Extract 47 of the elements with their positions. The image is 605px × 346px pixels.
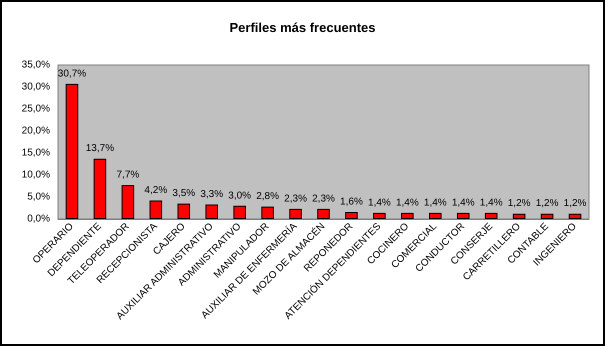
y-tick-label: 0,0%	[27, 214, 50, 224]
y-tick-label: 30,0%	[22, 82, 50, 92]
data-label: 4,2%	[144, 185, 168, 196]
data-label: 30,7%	[58, 68, 86, 80]
data-label: 1,6%	[340, 196, 363, 208]
y-tick-label: 5,0%	[27, 192, 50, 202]
data-label: 1,4%	[480, 197, 503, 208]
data-label: 2,8%	[256, 191, 280, 202]
bar	[429, 212, 442, 219]
y-tick-label: 10,0%	[22, 170, 50, 180]
bar	[233, 206, 246, 219]
data-label: 1,2%	[564, 198, 587, 210]
bar	[568, 214, 582, 219]
bar	[177, 204, 190, 219]
data-label: 3,5%	[172, 188, 196, 200]
data-label: 1,4%	[452, 197, 475, 208]
bar	[456, 212, 470, 219]
bar	[401, 212, 414, 219]
y-tick-label: 20,0%	[22, 126, 50, 136]
data-label: 13,7%	[86, 143, 114, 154]
data-label: 7,7%	[116, 170, 140, 181]
bar	[373, 212, 386, 219]
bar	[289, 208, 302, 219]
bar	[261, 206, 274, 219]
bar	[150, 200, 162, 219]
bar	[66, 84, 78, 219]
bar	[484, 212, 498, 219]
y-tick-label: 15,0%	[22, 148, 50, 158]
data-label: 3,3%	[200, 188, 224, 200]
chart-title: Perfiles más frecuentes	[230, 20, 376, 35]
data-label: 2,3%	[312, 193, 336, 204]
data-label: 1,4%	[368, 197, 391, 208]
data-label: 1,4%	[424, 197, 447, 208]
bar	[512, 214, 526, 219]
bar	[345, 212, 358, 219]
bar	[205, 204, 218, 219]
data-label: 1,2%	[508, 198, 531, 210]
data-label: 1,4%	[396, 197, 419, 208]
bar	[94, 158, 106, 219]
bar	[540, 214, 554, 219]
data-label: 1,2%	[536, 198, 559, 210]
y-tick-label: 25,0%	[22, 104, 50, 114]
data-label: 2,3%	[284, 193, 308, 204]
bar	[122, 185, 134, 219]
y-tick-label: 35,0%	[22, 60, 50, 70]
bar	[317, 208, 330, 219]
data-label: 3,0%	[228, 190, 252, 202]
